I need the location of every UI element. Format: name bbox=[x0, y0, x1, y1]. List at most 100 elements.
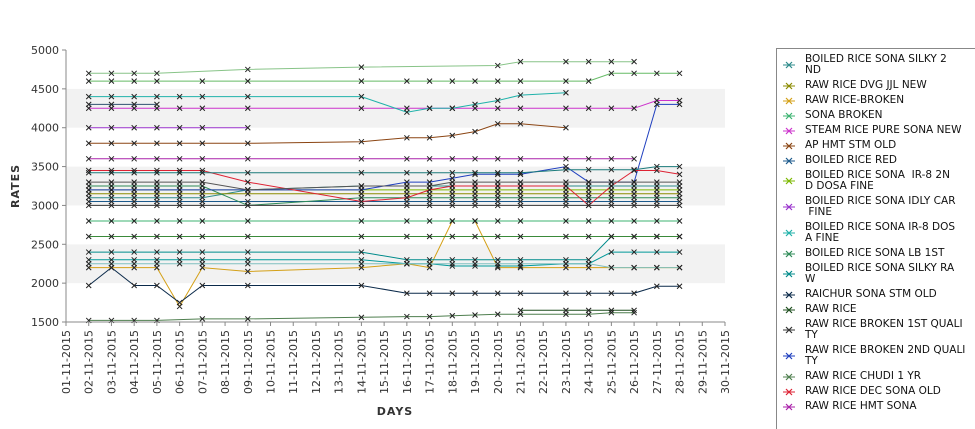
x-tick-label: 03-11-2015 bbox=[105, 330, 118, 394]
data-point bbox=[404, 155, 410, 162]
data-point bbox=[472, 128, 478, 135]
data-point bbox=[472, 260, 478, 267]
data-point bbox=[85, 140, 92, 147]
data-point bbox=[108, 218, 115, 224]
x-tick-label: 20-11-2015 bbox=[492, 330, 505, 394]
data-point bbox=[358, 105, 365, 112]
y-tick-label: 2500 bbox=[31, 238, 59, 251]
data-point bbox=[131, 202, 138, 209]
data-point bbox=[199, 202, 206, 209]
data-point bbox=[244, 249, 251, 255]
data-point bbox=[494, 202, 501, 209]
data-point bbox=[449, 290, 456, 297]
legend-item: BOILED RICE RED bbox=[777, 155, 975, 166]
grid-band bbox=[66, 283, 725, 322]
legend-marker bbox=[783, 306, 795, 313]
data-point bbox=[608, 218, 615, 224]
x-tick-label: 19-11-2015 bbox=[469, 330, 482, 394]
data-point bbox=[676, 202, 683, 209]
data-point bbox=[494, 105, 501, 112]
series-20 bbox=[85, 58, 637, 77]
data-point bbox=[176, 202, 183, 209]
data-point bbox=[85, 93, 92, 100]
data-point bbox=[563, 311, 569, 318]
data-point bbox=[131, 260, 138, 267]
data-point bbox=[244, 169, 251, 176]
data-point bbox=[517, 155, 524, 162]
data-point bbox=[653, 194, 660, 201]
data-point bbox=[494, 179, 501, 185]
x-tick-label: 04-11-2015 bbox=[128, 330, 141, 394]
data-point bbox=[131, 124, 138, 131]
legend-marker bbox=[783, 203, 795, 211]
x-tick-label: 30-11-2015 bbox=[719, 330, 732, 394]
legend-item: RAW RICE-BROKEN bbox=[777, 95, 975, 106]
data-point bbox=[494, 311, 501, 318]
legend-label: BOILED RICE SONA IR-8 2N D DOSA FINE bbox=[805, 169, 950, 192]
data-point bbox=[199, 218, 206, 224]
data-point bbox=[449, 263, 456, 269]
data-point bbox=[199, 187, 206, 193]
data-point bbox=[631, 309, 637, 316]
data-point bbox=[131, 179, 138, 185]
legend-item: BOILED RICE SONA IR-8 2N D DOSA FINE bbox=[777, 170, 975, 192]
data-point bbox=[653, 202, 660, 209]
y-tick-label: 1500 bbox=[31, 316, 59, 329]
data-point bbox=[517, 202, 524, 209]
data-point bbox=[244, 155, 251, 162]
data-point bbox=[494, 97, 501, 104]
series-25 bbox=[85, 179, 683, 193]
data-point bbox=[426, 313, 433, 320]
data-point bbox=[517, 120, 524, 127]
y-tick-label: 4500 bbox=[31, 83, 59, 96]
legend-marker bbox=[783, 127, 795, 134]
data-point bbox=[244, 78, 251, 84]
data-point bbox=[358, 78, 365, 84]
data-point bbox=[608, 105, 615, 112]
data-point bbox=[404, 218, 410, 224]
data-point bbox=[108, 124, 115, 131]
data-point bbox=[85, 169, 92, 176]
data-point bbox=[449, 194, 456, 201]
data-point bbox=[631, 194, 637, 201]
x-tick-label: 13-11-2015 bbox=[333, 330, 346, 394]
legend-label: BOILED RICE SONA SILKY 2 ND bbox=[805, 53, 947, 76]
y-tick-label: 4000 bbox=[31, 122, 59, 135]
data-point bbox=[494, 218, 501, 224]
data-point bbox=[176, 167, 183, 174]
data-point bbox=[131, 140, 138, 147]
data-point bbox=[676, 70, 683, 77]
data-point bbox=[85, 124, 92, 131]
data-point bbox=[631, 70, 637, 77]
data-point bbox=[653, 163, 660, 170]
data-point bbox=[426, 134, 433, 141]
legend-marker bbox=[783, 142, 795, 149]
data-point bbox=[585, 290, 592, 297]
legend-item: BOILED RICE SONA SILKY RA W bbox=[777, 263, 975, 285]
data-point bbox=[449, 155, 456, 162]
data-point bbox=[631, 264, 637, 271]
data-point bbox=[426, 155, 433, 162]
data-point bbox=[472, 263, 478, 269]
data-point bbox=[426, 169, 433, 176]
legend-label: RAW RICE HMT SONA bbox=[805, 400, 917, 412]
data-point bbox=[199, 93, 206, 100]
data-point bbox=[404, 169, 410, 176]
data-point bbox=[244, 202, 251, 209]
data-point bbox=[131, 101, 138, 108]
data-point bbox=[676, 163, 683, 170]
legend-item: BOILED RICE SONA IR-8 DOS A FINE bbox=[777, 222, 975, 244]
data-point bbox=[472, 78, 478, 84]
data-point bbox=[404, 260, 410, 267]
data-point bbox=[244, 105, 251, 112]
data-point bbox=[517, 105, 524, 112]
data-point bbox=[85, 260, 92, 267]
data-point bbox=[176, 124, 183, 131]
data-point bbox=[517, 218, 524, 224]
data-point bbox=[608, 202, 615, 209]
data-point bbox=[653, 70, 660, 77]
data-point bbox=[585, 260, 592, 267]
data-point bbox=[494, 169, 501, 176]
y-tick-label: 3500 bbox=[31, 161, 59, 174]
data-point bbox=[608, 194, 615, 201]
